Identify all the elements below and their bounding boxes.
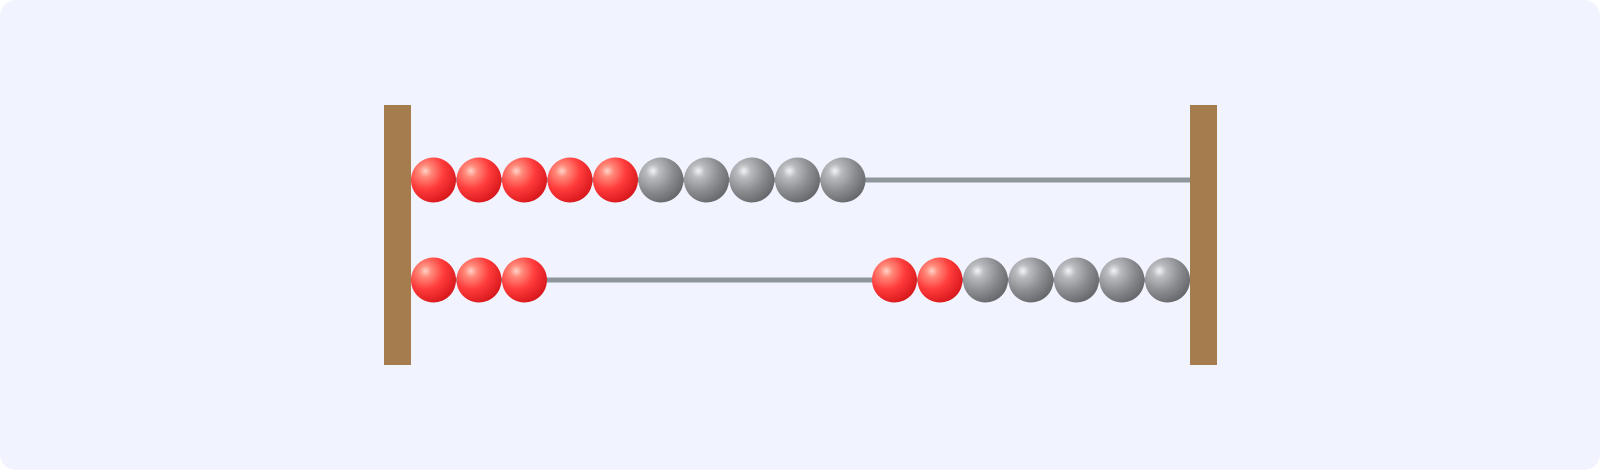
red-bead[interactable] [456, 257, 502, 303]
gray-bead[interactable] [1008, 257, 1054, 303]
red-bead[interactable] [411, 157, 456, 203]
gray-bead[interactable] [1099, 257, 1145, 303]
gray-bead[interactable] [775, 157, 820, 203]
gray-bead[interactable] [1145, 257, 1190, 303]
gray-bead[interactable] [820, 157, 866, 203]
red-bead[interactable] [917, 257, 963, 303]
gray-bead[interactable] [729, 157, 775, 203]
gray-bead[interactable] [638, 157, 684, 203]
gray-bead[interactable] [963, 257, 1008, 303]
gray-bead[interactable] [1054, 257, 1099, 303]
red-bead[interactable] [502, 157, 547, 203]
red-bead[interactable] [411, 257, 456, 303]
frame-right-post [1190, 105, 1217, 365]
red-bead[interactable] [593, 157, 638, 203]
bottom-rod [409, 277, 1192, 283]
red-bead[interactable] [456, 157, 502, 203]
red-bead[interactable] [872, 257, 917, 303]
gray-bead[interactable] [684, 157, 729, 203]
red-bead[interactable] [547, 157, 593, 203]
red-bead[interactable] [502, 257, 547, 303]
frame-left-post [384, 105, 411, 365]
